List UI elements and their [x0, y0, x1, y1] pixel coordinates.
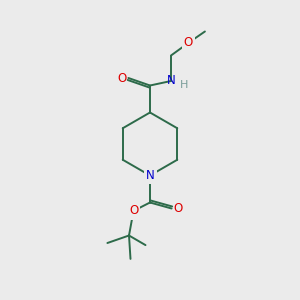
Text: H: H [179, 80, 188, 91]
Text: N: N [167, 74, 176, 88]
Text: N: N [146, 169, 154, 182]
Text: O: O [129, 204, 138, 218]
Text: O: O [184, 36, 193, 50]
Text: O: O [118, 71, 127, 85]
Text: O: O [174, 202, 183, 215]
